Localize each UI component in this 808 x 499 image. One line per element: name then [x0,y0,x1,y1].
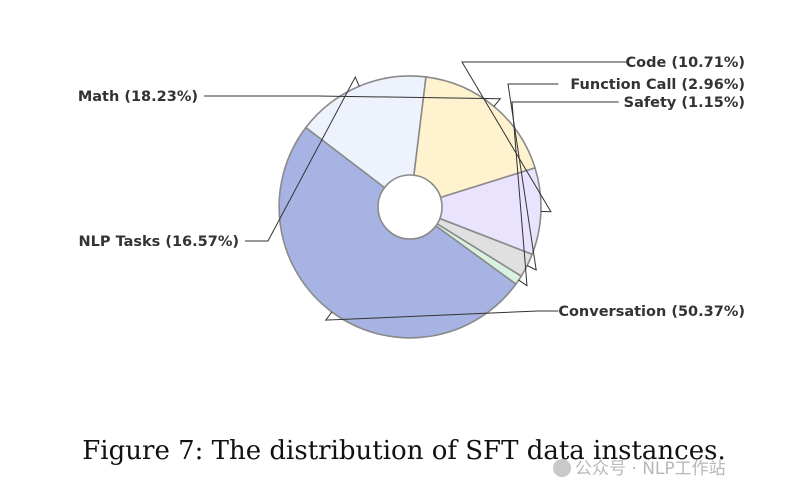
slice-label: Conversation (50.37%) [558,304,745,320]
labels-layer: Conversation (50.37%) NLP Tasks (16.57%) M… [78,55,745,320]
slice-label: NLP Tasks (16.57%) [79,234,239,250]
leader-line [511,101,619,287]
donut-chart: Conversation (50.37%) NLP Tasks (16.57%) M… [78,55,745,339]
wechat-icon [553,459,571,477]
slice-label: Math (18.23%) [78,89,198,105]
leader-line [204,95,502,107]
figure-caption: Figure 7: The distribution of SFT data i… [82,436,726,466]
slice-label: Function Call (2.96%) [570,77,745,93]
watermark: 公众号 · NLP工作站 [553,454,726,479]
leader-line [324,310,559,321]
slice-label: Code (10.71%) [625,55,745,71]
leader-line [461,61,628,213]
slice-label: Safety (1.15%) [624,95,745,111]
watermark-text: 公众号 · NLP工作站 [575,459,726,479]
leader-line [507,83,559,271]
donut-hole [377,174,443,240]
leader-line [245,75,360,242]
leaders-layer [204,61,628,321]
pie-slice [304,75,427,209]
